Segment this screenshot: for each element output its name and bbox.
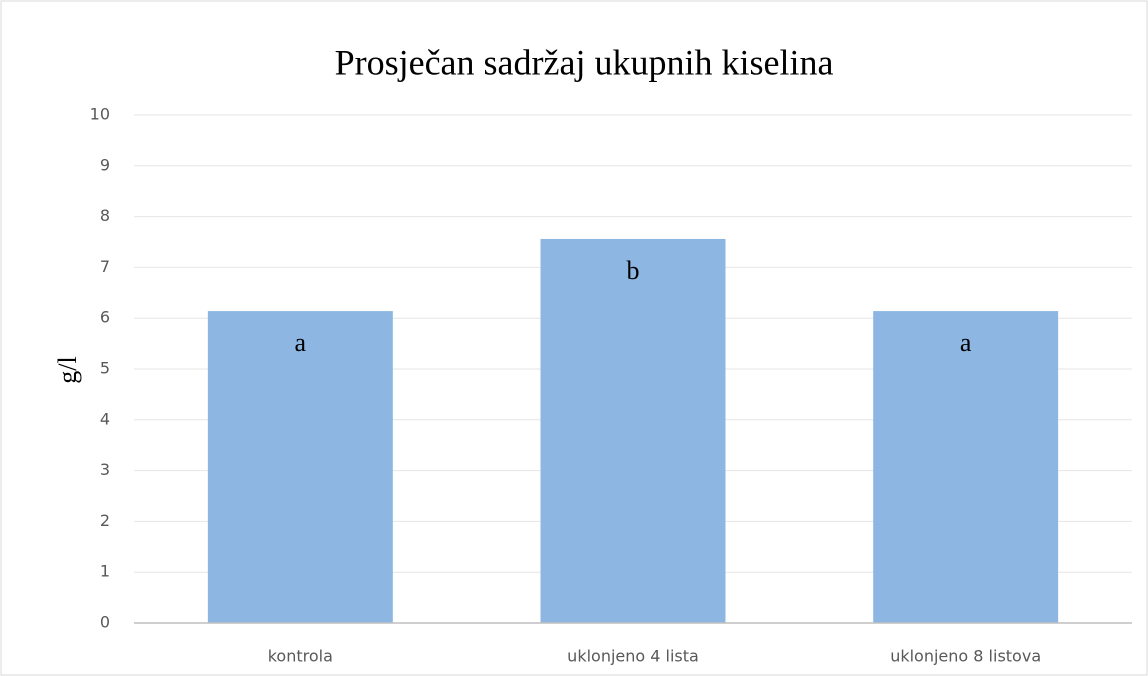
y-tick-label: 5	[100, 359, 110, 378]
bar	[873, 311, 1059, 623]
y-tick-label: 8	[100, 206, 110, 225]
y-tick-label: 10	[90, 105, 110, 124]
x-tick-label: uklonjeno 4 lista	[567, 647, 699, 666]
annotation: b	[627, 256, 640, 285]
x-tick-label: uklonjeno 8 listova	[890, 647, 1041, 666]
y-tick-label: 9	[100, 155, 110, 174]
chart-title: Prosječan sadržaj ukupnih kiselina	[335, 42, 834, 82]
y-tick-label: 6	[100, 308, 110, 327]
y-tick-label: 0	[100, 613, 110, 632]
y-tick-label: 1	[100, 562, 110, 581]
y-axis-label: g/l	[53, 356, 82, 383]
annotation: a	[295, 328, 307, 357]
bar	[207, 311, 393, 623]
annotation: a	[960, 328, 972, 357]
x-tick-label: kontrola	[268, 647, 333, 666]
y-tick-label: 7	[100, 257, 110, 276]
y-tick-label: 4	[100, 409, 110, 428]
y-tick-label: 3	[100, 460, 110, 479]
bar	[540, 238, 726, 623]
y-tick-label: 2	[100, 511, 110, 530]
